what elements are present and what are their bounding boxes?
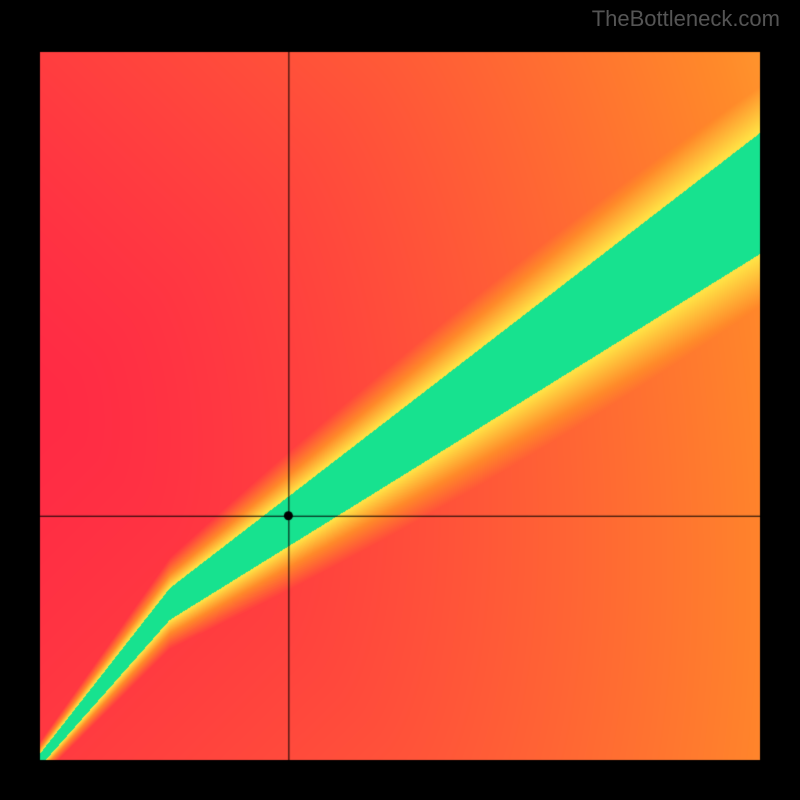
- bottleneck-heatmap: [0, 0, 800, 800]
- watermark-text: TheBottleneck.com: [592, 6, 780, 32]
